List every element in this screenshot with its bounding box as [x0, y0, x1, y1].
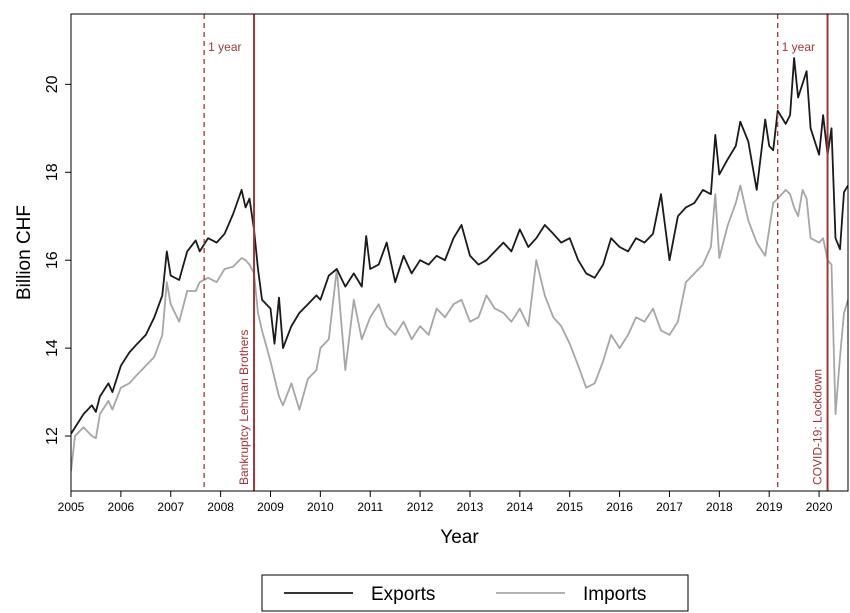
- legend-label-imports: Imports: [583, 584, 646, 605]
- plot-layer: 1 year Bankruptcy Lehman Brothers 1 year CO…: [71, 14, 848, 491]
- x-tick-label: 2017: [656, 500, 683, 514]
- y-tick-label: 20: [44, 75, 61, 93]
- y-tick-label: 12: [44, 427, 61, 445]
- y-tick-label: 18: [44, 163, 61, 181]
- legend-box: [261, 574, 689, 612]
- x-tick-label: 2018: [706, 500, 733, 514]
- series-line-imports: [71, 184, 848, 472]
- x-tick-label: 2013: [457, 500, 484, 514]
- axes-layer: 2005 2006 2007 2008 2009 2010 2011 2012 2013 2014…: [44, 75, 833, 514]
- x-tick-label: 2005: [58, 500, 85, 514]
- x-tick-label: 2014: [506, 500, 533, 514]
- x-tick-label: 2008: [207, 500, 234, 514]
- x-tick-label: 2006: [108, 500, 135, 514]
- x-tick-label: 2011: [357, 500, 383, 514]
- plot-frame: [70, 13, 849, 492]
- x-tick-label: 2009: [257, 500, 284, 514]
- event-label-1: Bankruptcy Lehman Brothers: [237, 330, 251, 485]
- series-line-exports: [71, 57, 848, 435]
- x-axis-label: Year: [440, 527, 479, 548]
- legend: Exports Imports: [261, 574, 689, 612]
- event-label-2: 1 year: [782, 40, 815, 54]
- event-label-3: COVID-19: Lockdown: [811, 369, 825, 485]
- event-label-0: 1 year: [208, 40, 241, 54]
- y-tick-label: 16: [44, 251, 61, 269]
- y-axis-label: Billion CHF: [14, 205, 35, 300]
- x-tick-label: 2015: [556, 500, 583, 514]
- x-tick-label: 2010: [307, 500, 334, 514]
- legend-label-exports: Exports: [371, 584, 435, 605]
- x-tick-label: 2020: [806, 500, 833, 514]
- x-tick-label: 2016: [606, 500, 633, 514]
- x-tick-label: 2012: [407, 500, 434, 514]
- x-tick-label: 2007: [157, 500, 184, 514]
- y-tick-label: 14: [44, 339, 61, 357]
- x-tick-label: 2019: [756, 500, 783, 514]
